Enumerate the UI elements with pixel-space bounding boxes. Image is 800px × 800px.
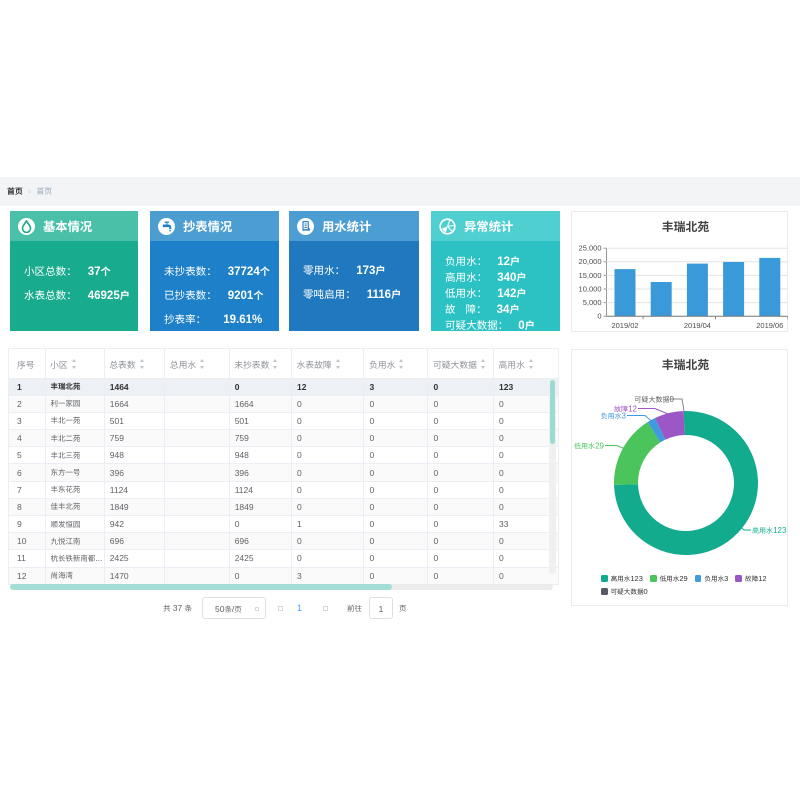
svg-text:高用水123: 高用水123 [752, 526, 787, 535]
svg-text:故障12: 故障12 [614, 405, 638, 414]
svg-text:0: 0 [597, 312, 601, 321]
svg-text:可疑大数据0: 可疑大数据0 [634, 395, 674, 404]
svg-text:2019/06: 2019/06 [756, 321, 783, 330]
svg-text:25,000: 25,000 [579, 244, 602, 253]
svg-text:低用水29: 低用水29 [574, 442, 605, 451]
svg-text:5,000: 5,000 [583, 298, 602, 307]
svg-text:2019/04: 2019/04 [684, 321, 711, 330]
svg-text:20,000: 20,000 [579, 257, 602, 266]
svg-text:负用水3: 负用水3 [600, 412, 626, 421]
svg-text:2019/02: 2019/02 [611, 321, 638, 330]
svg-text:10,000: 10,000 [579, 284, 602, 293]
svg-text:15,000: 15,000 [579, 271, 602, 280]
